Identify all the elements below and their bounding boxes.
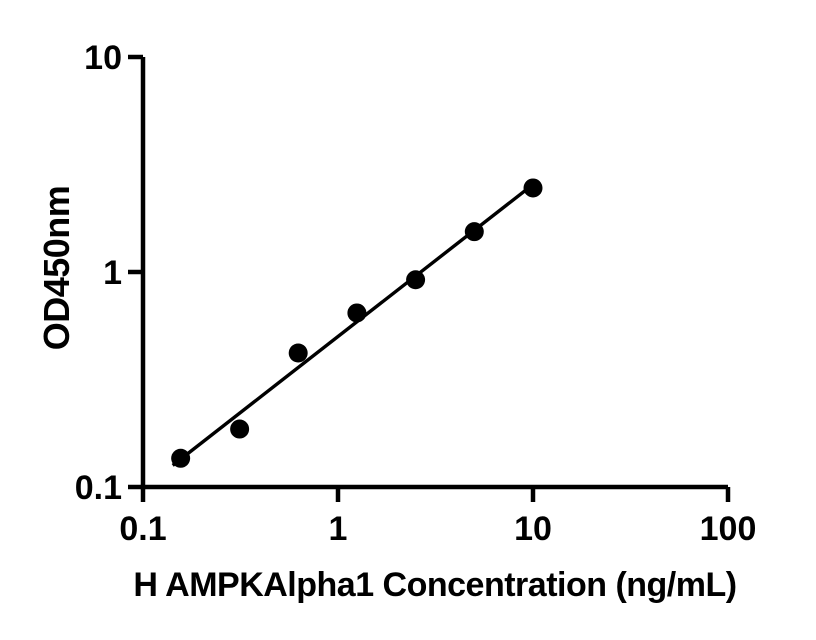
y-tick-label: 0.1 — [75, 469, 122, 507]
x-tick-label: 0.1 — [119, 510, 166, 548]
data-point — [406, 270, 426, 290]
data-point — [171, 448, 191, 468]
data-point — [464, 222, 484, 242]
data-point — [347, 303, 367, 323]
y-tick-label: 1 — [103, 254, 122, 292]
x-tick-label: 1 — [329, 510, 348, 548]
x-axis-title: H AMPKAlpha1 Concentration (ng/mL) — [133, 566, 737, 604]
data-point — [230, 419, 250, 439]
y-tick-label: 10 — [84, 39, 122, 77]
y-axis-title: OD450nm — [36, 185, 77, 351]
data-point — [288, 343, 308, 363]
x-tick-label: 10 — [514, 510, 552, 548]
data-point — [523, 178, 543, 198]
x-tick-label: 100 — [700, 510, 757, 548]
